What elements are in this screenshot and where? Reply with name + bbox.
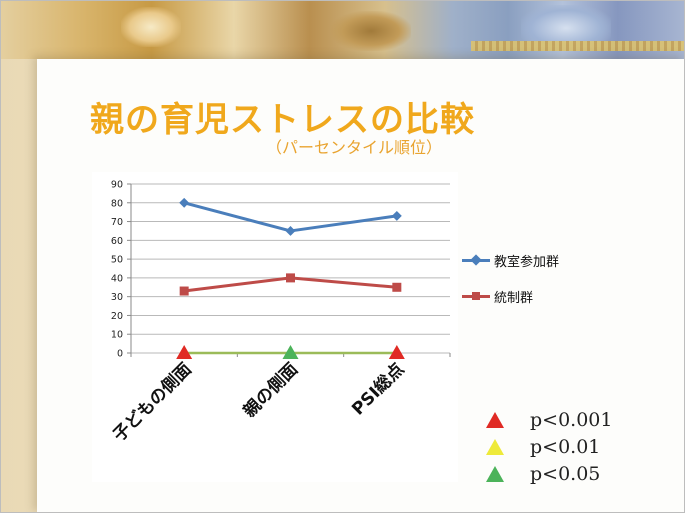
data-point bbox=[286, 273, 295, 283]
decorative-banner bbox=[1, 1, 684, 59]
triangle-icon bbox=[486, 412, 504, 428]
legend-item-series-2: 統制群 bbox=[462, 286, 533, 306]
triangle-icon bbox=[486, 439, 504, 455]
slide-title: 親の育児ストレスの比較 bbox=[90, 100, 475, 140]
slide-subtitle: （パーセンタイル順位） bbox=[266, 138, 443, 157]
y-tick-label: 70 bbox=[111, 217, 123, 228]
significance-marker bbox=[176, 345, 193, 359]
y-tick-label: 30 bbox=[111, 292, 123, 303]
data-point bbox=[179, 286, 189, 296]
y-tick-label: 90 bbox=[111, 180, 123, 191]
grain-decoration bbox=[471, 41, 684, 51]
y-tick-label: 10 bbox=[111, 330, 123, 341]
y-tick-label: 80 bbox=[111, 198, 123, 209]
legend-swatch bbox=[462, 253, 490, 266]
significance-legend-row: p<0.001 bbox=[486, 408, 612, 432]
y-tick-label: 50 bbox=[111, 255, 123, 266]
significance-label: p<0.01 bbox=[530, 436, 601, 458]
significance-marker bbox=[282, 345, 299, 359]
significance-label: p<0.001 bbox=[530, 409, 613, 431]
legend-item-series-1: 教室参加群 bbox=[462, 250, 559, 270]
legend-label: 教室参加群 bbox=[494, 254, 560, 270]
data-point bbox=[285, 225, 296, 236]
chart-area-background bbox=[92, 172, 458, 482]
data-point bbox=[391, 210, 402, 221]
y-tick-label: 40 bbox=[111, 273, 123, 284]
y-tick-label: 20 bbox=[111, 311, 123, 322]
leaf-decoration bbox=[331, 11, 411, 51]
significance-legend-row: p<0.05 bbox=[486, 462, 600, 486]
legend-swatch bbox=[462, 291, 490, 300]
significance-legend-row: p<0.01 bbox=[486, 435, 600, 459]
y-tick-label: 0 bbox=[117, 349, 123, 360]
legend-label: 統制群 bbox=[494, 290, 534, 306]
significance-label: p<0.05 bbox=[530, 463, 601, 485]
y-tick-label: 60 bbox=[111, 236, 123, 247]
leaf-decoration bbox=[121, 7, 181, 47]
significance-marker bbox=[388, 345, 405, 359]
data-point bbox=[392, 282, 402, 292]
data-point bbox=[179, 197, 190, 208]
triangle-icon bbox=[486, 466, 504, 482]
